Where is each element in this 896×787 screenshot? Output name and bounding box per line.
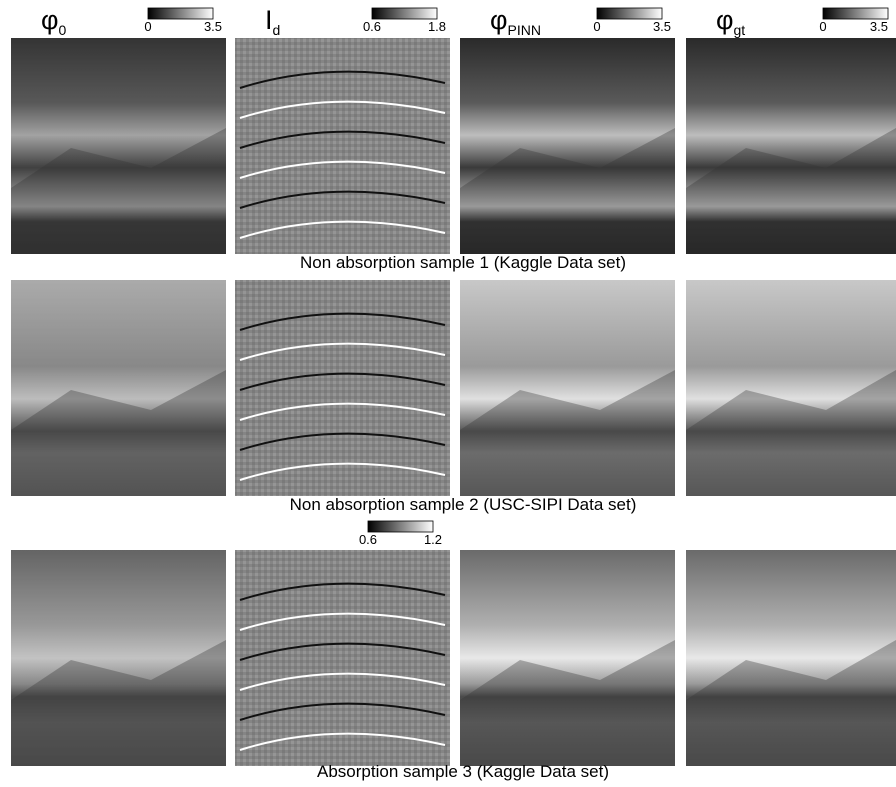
- header-subscript: d: [273, 22, 281, 38]
- column-header: φgt: [716, 5, 745, 38]
- colorbar-max: 1.8: [428, 19, 446, 34]
- colorbar-min: 0: [819, 19, 826, 34]
- header-symbol: φ: [490, 5, 508, 35]
- colorbar: [372, 8, 437, 19]
- header-subscript: 0: [59, 22, 67, 38]
- page: {"columns": [ {"symbol": "φ", "subscript…: [0, 0, 896, 787]
- row-caption: Non absorption sample 1 (Kaggle Data set…: [300, 253, 626, 272]
- header-subscript: PINN: [508, 22, 541, 38]
- column-header: φ0: [41, 5, 67, 38]
- colorbar-max: 1.2: [424, 532, 442, 547]
- colorbar: [368, 521, 433, 532]
- column-header: Id: [265, 5, 280, 38]
- header-symbol: φ: [41, 5, 59, 35]
- header-subscript: gt: [734, 22, 746, 38]
- colorbar-max: 3.5: [653, 19, 671, 34]
- colorbar-min: 0: [144, 19, 151, 34]
- colorbar-max: 3.5: [870, 19, 888, 34]
- colorbar: [823, 8, 888, 19]
- row-caption: Absorption sample 3 (Kaggle Data set): [317, 762, 609, 781]
- colorbar-min: 0.6: [359, 532, 377, 547]
- figure: φ003.5Id0.61.8φPINN03.5φgt03.5Non absorp…: [0, 0, 896, 787]
- header-symbol: φ: [716, 5, 734, 35]
- header-symbol: I: [265, 5, 273, 35]
- colorbar-min: 0: [593, 19, 600, 34]
- column-header: φPINN: [490, 5, 541, 38]
- colorbar: [597, 8, 662, 19]
- colorbar: [148, 8, 213, 19]
- row-caption: Non absorption sample 2 (USC-SIPI Data s…: [290, 495, 637, 514]
- colorbar-max: 3.5: [204, 19, 222, 34]
- colorbar-min: 0.6: [363, 19, 381, 34]
